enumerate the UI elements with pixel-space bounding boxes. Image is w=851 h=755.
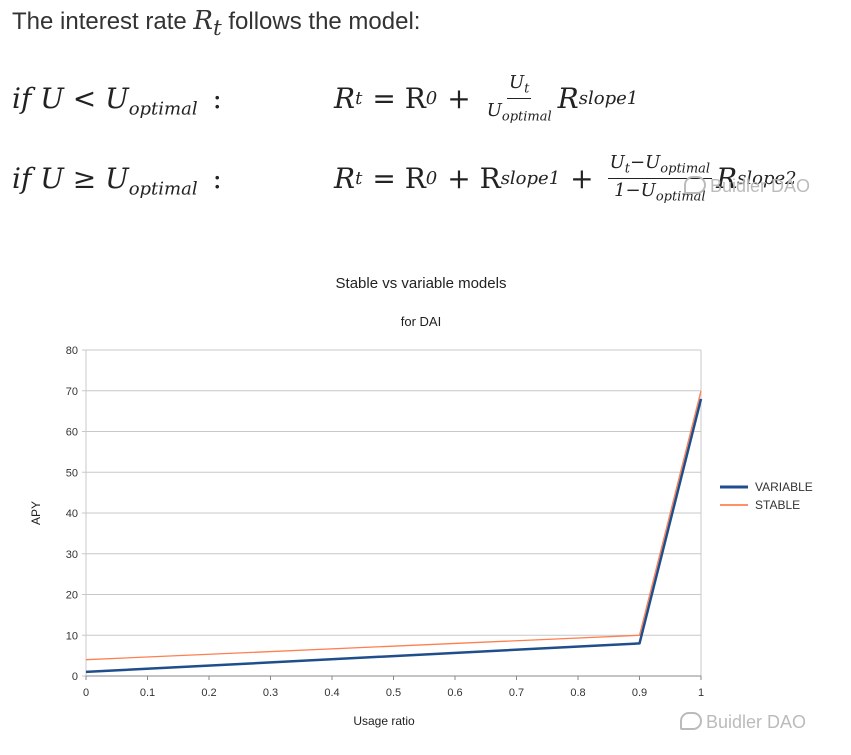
- chart-grid: [82, 349, 702, 680]
- y-tick-label: 10: [66, 630, 78, 642]
- legend-label-stable: STABLE: [755, 498, 800, 512]
- x-tick-label: 0.5: [386, 687, 401, 699]
- y-tick-label: 70: [66, 386, 78, 398]
- chat-bubble-icon: [684, 176, 706, 194]
- chart-subtitle: for DAI: [401, 314, 441, 329]
- x-tick-label: 0.3: [263, 687, 278, 699]
- y-tick-label: 40: [66, 508, 78, 520]
- intro-suffix: follows the model:: [228, 8, 421, 35]
- x-axis-label: Usage ratio: [353, 714, 415, 728]
- intro-prefix: The interest rate: [12, 8, 187, 35]
- chat-bubble-icon: [680, 712, 702, 730]
- chart-series: [85, 390, 703, 674]
- x-tick-label: 0.4: [324, 687, 339, 699]
- formula-1-condition: if U < Uoptimal :: [12, 82, 222, 120]
- x-tick-label: 0.7: [509, 687, 524, 699]
- y-axis-label: APY: [29, 501, 43, 525]
- y-tick-labels: 0 10 20 30 40 50 60 70 80: [66, 345, 78, 683]
- intro-text: The interest rate Rt follows the model:: [12, 6, 420, 41]
- x-tick-label: 0: [83, 687, 89, 699]
- watermark-top: Buidler DAO: [684, 176, 810, 197]
- y-tick-label: 0: [72, 671, 78, 683]
- series-line-variable: [85, 398, 703, 674]
- x-tick-labels: 0 0.1 0.2 0.3 0.4 0.5 0.6 0.7 0.8 0.9 1: [83, 687, 704, 699]
- chart-legend: VARIABLE STABLE: [720, 480, 813, 512]
- y-tick-label: 60: [66, 427, 78, 439]
- x-tick-label: 0.1: [140, 687, 155, 699]
- y-tick-label: 50: [66, 467, 78, 479]
- chart-title: Stable vs variable models: [336, 275, 507, 292]
- watermark-bottom: Buidler DAO: [680, 712, 806, 733]
- formula-1-fraction: Ut Uoptimal: [486, 72, 552, 125]
- series-line-stable: [85, 390, 702, 661]
- y-tick-label: 20: [66, 590, 78, 602]
- y-tick-label: 80: [66, 345, 78, 357]
- x-tick-label: 0.6: [447, 687, 462, 699]
- x-tick-label: 0.2: [201, 687, 216, 699]
- y-tick-label: 30: [66, 549, 78, 561]
- x-tick-label: 0.8: [570, 687, 585, 699]
- x-tick-label: 1: [698, 687, 704, 699]
- intro-variable: Rt: [193, 6, 222, 42]
- formula-2-condition: if U ≥ Uoptimal :: [12, 162, 222, 200]
- line-chart: Stable vs variable models for DAI 010203…: [29, 275, 813, 728]
- x-tick-label: 0.9: [632, 687, 647, 699]
- legend-label-variable: VARIABLE: [755, 480, 813, 494]
